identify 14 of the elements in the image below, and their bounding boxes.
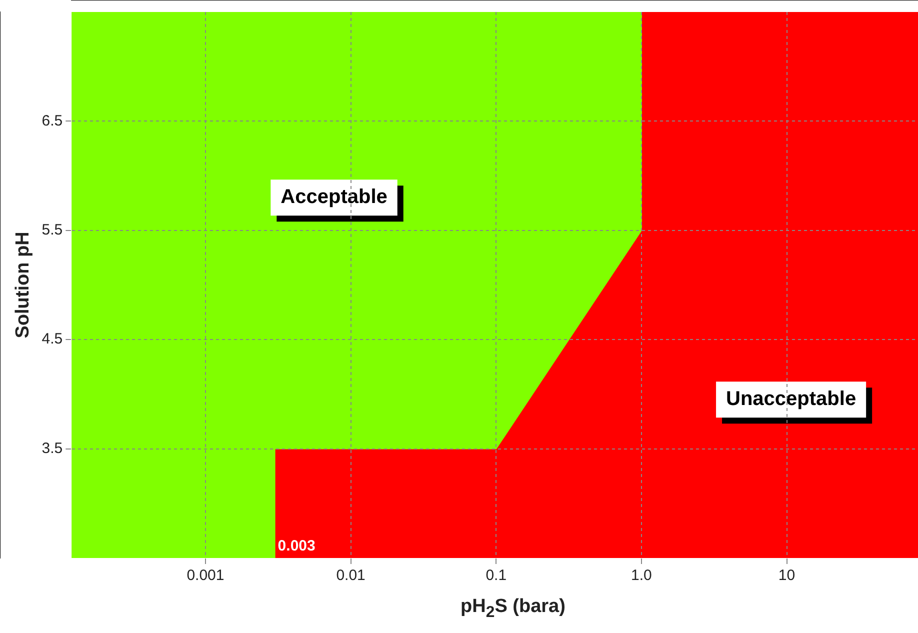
x-axis-title: pH$_{2}$S (bara) [460,596,566,622]
y-tick-label: 3.5 [42,440,63,457]
annotation: 0.003 [278,538,316,555]
series-label: Unacceptable [726,388,856,410]
x-tick-label: 10 [778,567,796,584]
x-tick-label: 0.01 [336,567,366,584]
series-label: Acceptable [280,186,388,208]
y-axis-title: Solution pH [12,232,34,338]
y-tick-label: 4.5 [42,330,63,348]
x-tick-label: 0.001 [186,567,224,584]
x-tick-label: 0.1 [486,567,507,584]
x-tick-label: 1.0 [631,567,652,584]
y-tick-label: 5.5 [42,222,63,239]
y-tick-label: 6.5 [42,112,63,130]
